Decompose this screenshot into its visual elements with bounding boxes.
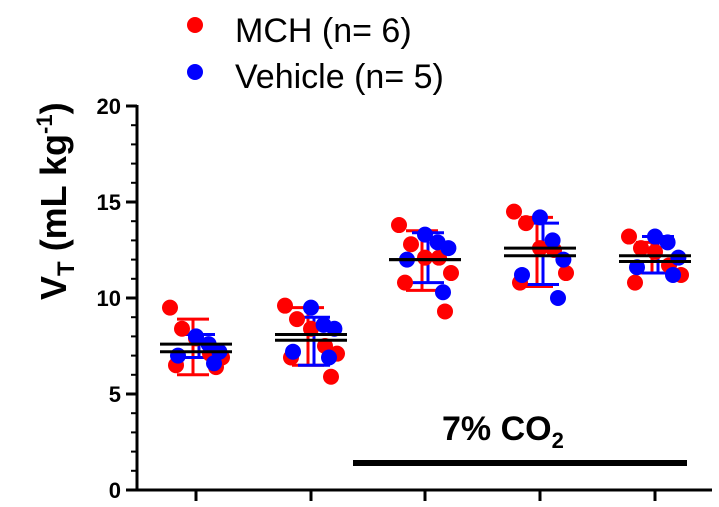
ylabel-sub: T — [53, 261, 80, 276]
y-tick-label: 5 — [109, 382, 121, 407]
vehicle-point — [532, 209, 548, 226]
vehicle-point — [647, 228, 663, 245]
legend-label-vehicle: Vehicle (n= 5) — [235, 58, 444, 96]
plot-area — [160, 203, 691, 385]
vehicle-point — [435, 284, 451, 301]
legend-marker-mch — [187, 17, 203, 33]
legend: MCH (n= 6) Vehicle (n= 5) — [187, 12, 444, 96]
ylabel-sup: -1 — [32, 114, 57, 134]
mch-point — [303, 320, 319, 337]
co2-label-text: 7% CO — [442, 410, 552, 448]
mch-point — [417, 249, 433, 266]
mch-point — [621, 228, 637, 245]
mch-point — [437, 303, 453, 320]
vehicle-point — [285, 343, 301, 360]
vehicle-point — [659, 234, 676, 251]
vehicle-point — [629, 259, 645, 276]
mch-point — [506, 203, 522, 220]
mch-point — [323, 368, 339, 385]
svg-text:VT (mL kg-1): VT (mL kg-1) — [32, 102, 80, 300]
ylabel-unit: (mL kg — [33, 134, 74, 261]
vehicle-point — [206, 355, 222, 372]
mch-point — [627, 274, 643, 291]
y-axis-title: VT (mL kg-1) — [32, 102, 80, 300]
mch-point — [518, 215, 534, 232]
vehicle-point — [665, 266, 681, 283]
legend-marker-vehicle — [187, 64, 203, 80]
mch-point — [289, 311, 305, 328]
mch-point — [443, 265, 459, 282]
co2-annotation: 7% CO2 — [353, 410, 687, 466]
vehicle-point — [321, 349, 337, 366]
mch-point — [558, 265, 574, 282]
mch-point — [162, 299, 178, 316]
vehicle-point — [440, 240, 457, 257]
mch-point — [403, 236, 419, 253]
vehicle-point — [550, 290, 566, 306]
vehicle-point — [555, 251, 572, 268]
mch-point — [647, 243, 663, 260]
y-tick-label: 10 — [97, 286, 121, 311]
y-tick-label: 15 — [97, 190, 121, 215]
ylabel-main: V — [33, 276, 74, 300]
y-tick-label: 0 — [109, 478, 121, 503]
y-tick-label: 20 — [97, 94, 121, 119]
mch-point — [397, 274, 413, 291]
vehicle-point — [170, 347, 186, 364]
vehicle-point — [417, 226, 433, 243]
vehicle-point — [303, 299, 319, 316]
co2-label: 7% CO2 — [442, 410, 564, 453]
vehicle-point — [326, 320, 343, 337]
axes: 0 5 10 15 20 — [97, 94, 712, 503]
mch-point — [277, 297, 293, 314]
mch-point — [391, 217, 407, 234]
co2-label-sub: 2 — [552, 428, 564, 453]
vehicle-point — [514, 266, 530, 283]
mch-point — [633, 240, 649, 257]
ylabel-close: ) — [33, 102, 74, 114]
vehicle-point — [188, 328, 204, 345]
vehicle-point — [544, 232, 561, 249]
legend-label-mch: MCH (n= 6) — [235, 12, 412, 50]
vehicle-point — [670, 249, 687, 266]
mch-point — [174, 320, 190, 337]
